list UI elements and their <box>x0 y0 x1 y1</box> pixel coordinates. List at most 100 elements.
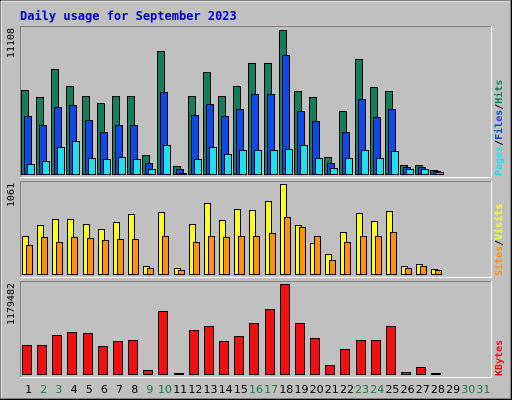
bar-sites-day-16 <box>253 236 260 275</box>
day-label-18: 18 <box>279 383 293 396</box>
bar-kbytes-day-25 <box>386 326 396 375</box>
bar-sites-day-27 <box>420 266 427 275</box>
bar-kbytes-day-8 <box>128 340 138 375</box>
day-label-12: 12 <box>188 383 202 396</box>
bar-sites-day-25 <box>390 232 397 275</box>
bar-pages-day-1 <box>27 164 35 175</box>
visits-sites-panel: 1061 Sites/Visits <box>6 181 505 278</box>
day-label-20: 20 <box>310 383 324 396</box>
bar-kbytes-day-14 <box>219 341 229 375</box>
hits-files-pages-ymax-label: 11108 <box>6 28 17 58</box>
hits-files-pages-legend-part: / <box>494 104 505 110</box>
day-label-22: 22 <box>340 383 354 396</box>
day-label-8: 8 <box>131 383 138 396</box>
bar-pages-day-26 <box>406 169 414 175</box>
day-label-17: 17 <box>264 383 278 396</box>
bar-kbytes-day-27 <box>416 367 426 375</box>
bar-sites-day-7 <box>117 239 124 275</box>
hits-files-pages-legend-part: Files <box>493 110 505 140</box>
day-label-6: 6 <box>101 383 108 396</box>
bar-sites-day-6 <box>102 240 109 275</box>
bar-sites-day-14 <box>223 237 230 275</box>
day-label-7: 7 <box>116 383 123 396</box>
bar-kbytes-day-20 <box>310 338 320 375</box>
bar-pages-day-17 <box>270 150 278 175</box>
day-label-9: 9 <box>146 383 153 396</box>
bar-pages-day-6 <box>103 159 111 175</box>
day-label-10: 10 <box>158 383 172 396</box>
bar-kbytes-day-7 <box>113 341 123 375</box>
day-label-25: 25 <box>385 383 399 396</box>
bar-sites-day-5 <box>87 238 94 275</box>
bar-kbytes-day-28 <box>431 373 441 375</box>
day-label-27: 27 <box>416 383 430 396</box>
bar-sites-day-28 <box>435 270 442 275</box>
bar-sites-day-22 <box>344 242 351 275</box>
day-label-26: 26 <box>401 383 415 396</box>
visits-sites-legend-part: Visits <box>493 204 505 240</box>
bar-kbytes-day-18 <box>280 284 290 375</box>
day-label-5: 5 <box>86 383 93 396</box>
day-label-1: 1 <box>25 383 32 396</box>
day-label-24: 24 <box>370 383 384 396</box>
bar-sites-day-10 <box>162 236 169 275</box>
bar-kbytes-day-10 <box>158 311 168 375</box>
day-label-11: 11 <box>173 383 187 396</box>
bar-pages-day-10 <box>163 145 171 175</box>
bar-kbytes-day-26 <box>401 372 411 375</box>
bar-pages-day-20 <box>315 158 323 175</box>
bar-pages-day-11 <box>179 173 187 175</box>
bar-sites-day-13 <box>208 236 215 275</box>
bar-pages-day-13 <box>209 147 217 175</box>
day-label-3: 3 <box>55 383 62 396</box>
bar-sites-day-11 <box>178 270 185 275</box>
visits-sites-ymax-label: 1061 <box>6 183 17 207</box>
bar-kbytes-day-17 <box>265 309 275 375</box>
bar-kbytes-day-2 <box>37 345 47 375</box>
bar-pages-day-21 <box>330 168 338 175</box>
bar-kbytes-day-22 <box>340 349 350 375</box>
day-label-13: 13 <box>204 383 218 396</box>
bar-kbytes-day-15 <box>234 336 244 375</box>
hits-files-pages-legend-part: / <box>494 140 505 146</box>
bar-pages-day-27 <box>421 169 429 175</box>
visits-sites-legend-part: / <box>494 240 505 246</box>
bar-pages-day-3 <box>57 147 65 175</box>
bar-pages-day-25 <box>391 151 399 175</box>
bar-sites-day-12 <box>193 242 200 275</box>
bar-kbytes-day-21 <box>325 365 335 375</box>
bar-sites-day-9 <box>147 268 154 275</box>
kbytes-ymax-label: 1179482 <box>6 283 17 325</box>
x-axis-day-labels: 1 2 3 4 5 6 7 8 9 10 11 12 13 14 15 16 17 18 19 20 21 22 23 24 2… <box>25 383 490 396</box>
day-label-19: 19 <box>294 383 308 396</box>
kbytes-panel: 1179482 KBytes <box>6 281 505 378</box>
bar-sites-day-15 <box>238 236 245 275</box>
bar-pages-day-9 <box>148 169 156 175</box>
bar-pages-day-19 <box>300 145 308 175</box>
bar-kbytes-day-3 <box>52 335 62 375</box>
bar-sites-day-18 <box>284 217 291 275</box>
bar-kbytes-day-1 <box>22 345 32 375</box>
bar-pages-day-7 <box>118 157 126 175</box>
bar-pages-day-23 <box>361 150 369 175</box>
hits-files-pages-legend-part: Pages <box>494 146 505 176</box>
day-label-14: 14 <box>219 383 233 396</box>
bar-kbytes-day-4 <box>67 332 77 375</box>
bar-pages-day-14 <box>224 154 232 175</box>
bar-sites-day-8 <box>132 239 139 275</box>
bar-sites-day-24 <box>375 236 382 275</box>
bar-pages-day-22 <box>345 158 353 175</box>
bar-sites-day-26 <box>405 268 412 275</box>
visits-sites-legend-part: Sites <box>493 246 505 276</box>
day-label-30: 30 <box>461 383 475 396</box>
bar-pages-day-24 <box>376 158 384 175</box>
series-sites <box>26 217 442 275</box>
bar-kbytes-day-19 <box>295 323 305 375</box>
day-label-16: 16 <box>249 383 263 396</box>
bar-pages-day-18 <box>285 149 293 175</box>
bar-sites-day-19 <box>299 227 306 275</box>
day-label-2: 2 <box>40 383 47 396</box>
bar-pages-day-2 <box>42 161 50 175</box>
